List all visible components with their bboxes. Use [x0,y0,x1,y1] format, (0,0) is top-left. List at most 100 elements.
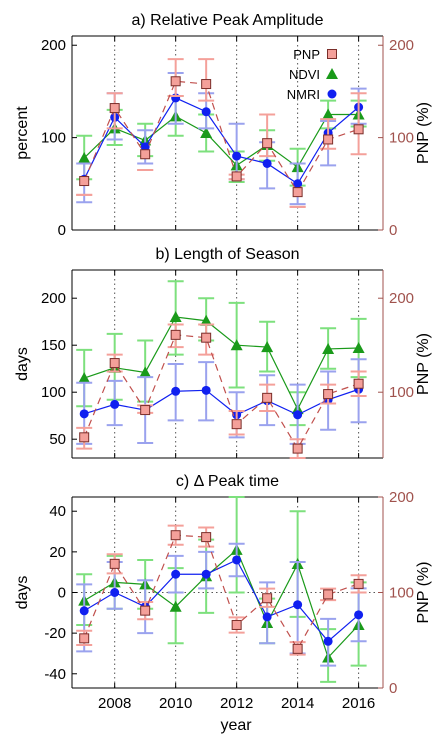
data-point [79,633,90,644]
data-point [169,311,182,322]
data-point [292,187,303,198]
data-point [232,555,242,565]
x-axis-title: year [220,717,252,734]
y-right-tick-label: 100 [389,585,414,602]
series-line [83,80,359,194]
panel-1: 0 100 200 0 100 200 a) Relative Peak Amplitude… [14,12,432,239]
data-point [322,108,335,120]
y-right-tick-label: 200 [389,489,414,506]
data-point [261,341,274,353]
data-point [140,605,151,616]
data-point [140,149,151,160]
data-point [201,532,212,543]
data-point [170,329,181,340]
series-line [83,559,360,643]
y-right-tick-label: 200 [389,37,414,54]
legend-label: NMRI [287,87,320,102]
data-point [169,600,182,612]
data-point [201,569,211,579]
y-tick-label: 40 [49,503,66,520]
data-point [231,419,242,430]
y-right-axis-title: PNP (%) [415,333,432,395]
data-point [293,179,303,189]
y-tick-label: 0 [58,222,66,239]
series-line [83,334,359,450]
data-point [322,342,335,354]
data-point [78,151,91,163]
panel-title: c) Δ Peak time [176,473,279,490]
data-point [109,103,120,114]
panel-3: -40 -20 0 20 40 0 100 200 2008 2010 2012 2014 2016 c)… [14,473,432,712]
legend-marker-nmri [327,89,337,99]
series-pnp [76,58,367,208]
data-point [79,432,90,443]
data-point [201,332,212,343]
data-point [230,339,243,351]
x-tick-label: 2008 [98,695,131,712]
data-point [262,158,272,168]
data-point [171,569,181,579]
panel-2: 50 100 150 200 100 200 b) Length of Season days… [14,246,432,459]
data-point [262,593,273,604]
y-tick-label: -20 [44,625,66,642]
data-point [231,171,242,182]
data-point [170,76,181,87]
y-right-tick-label: 0 [389,680,397,697]
y-tick-label: 200 [41,290,66,307]
series-line [83,113,359,169]
data-point [201,107,211,117]
y-tick-label: -40 [44,666,66,683]
y-axis-title: days [14,576,31,610]
data-point [323,389,334,400]
legend: PNP NDVI NMRI [287,47,338,102]
series-line [83,97,359,185]
legend-label: PNP [293,47,320,62]
data-point [262,612,272,622]
data-point [323,636,333,646]
data-point [170,530,181,541]
data-point [352,342,365,354]
y-tick-label: 200 [41,37,66,54]
data-point [109,358,120,369]
data-point [231,619,242,630]
series-line [84,316,359,411]
data-point [293,600,303,610]
x-tick-label: 2012 [220,695,253,712]
data-point [79,176,90,187]
series-line [84,388,359,416]
data-point [78,372,91,384]
data-point [110,588,120,597]
y-tick-label: 0 [58,585,66,602]
y-tick-label: 100 [41,130,66,147]
y-tick-label: 50 [49,431,66,448]
y-tick-label: 20 [49,544,66,561]
series-pnp [76,323,367,459]
data-point [353,578,364,589]
panel-title: b) Length of Season [155,246,299,263]
x-tick-label: 2010 [159,695,192,712]
legend-marker-ndvi [326,68,338,79]
data-point [292,643,303,654]
x-tick-label: 2016 [342,695,375,712]
data-point [323,134,334,145]
y-tick-label: 100 [41,384,66,401]
data-point [200,127,213,138]
y-right-tick-label: 200 [389,290,414,307]
y-axis-title: percent [14,106,31,160]
data-point [262,392,273,403]
data-point [200,314,213,326]
y-right-axis-title: PNP (%) [415,102,432,164]
data-point [262,138,273,149]
data-point [232,151,242,161]
y-right-tick-label: 100 [389,384,414,401]
series-line [83,534,359,651]
data-point [323,589,334,600]
data-point [353,124,364,135]
series-line [83,548,360,659]
data-point [171,386,181,396]
data-point [201,385,211,395]
series-nmri [76,542,367,667]
y-axis-title: days [14,347,31,381]
series-pnp [76,524,367,656]
